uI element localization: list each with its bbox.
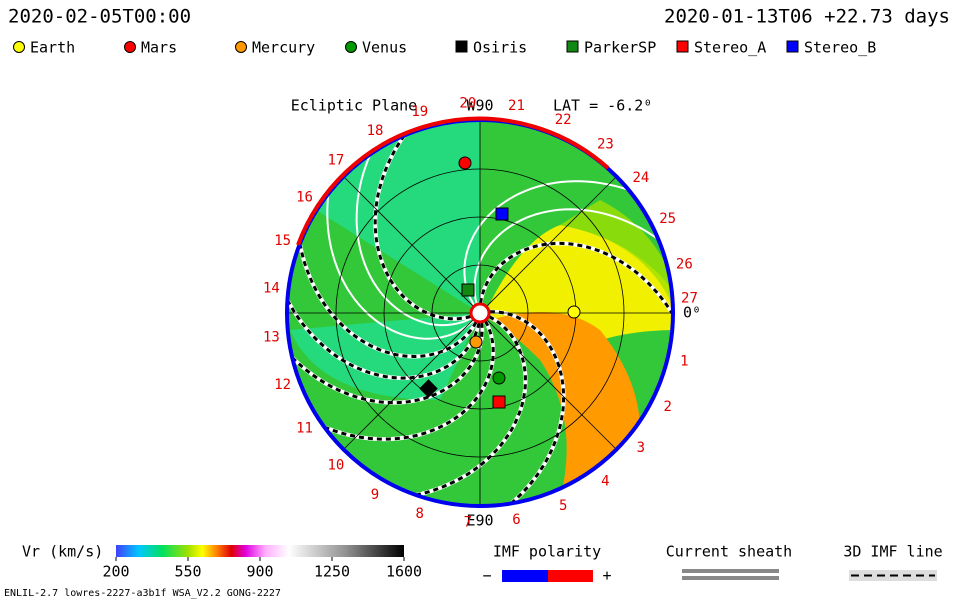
sector-label: 23 xyxy=(597,137,614,153)
sheath-line xyxy=(682,576,779,580)
sector-label: 7 xyxy=(464,515,472,531)
legend-label: Mars xyxy=(141,39,177,57)
sheath-title: Current sheath xyxy=(666,543,792,561)
colorbar-ticks: 200 550 900 1250 1600 xyxy=(102,557,422,581)
stereo-b xyxy=(495,207,509,221)
run-info: 2020-01-13T06 +22.73 days xyxy=(664,6,950,28)
imf-line xyxy=(479,241,673,324)
stereo-a xyxy=(492,395,506,409)
sector-label: 9 xyxy=(371,487,379,503)
top-label: W90 xyxy=(466,97,493,115)
sector-label: 16 xyxy=(296,190,313,206)
imf-line xyxy=(296,234,478,359)
colorbar-tick-label: 200 xyxy=(102,563,129,581)
mars xyxy=(458,156,472,170)
legend-marker xyxy=(676,40,689,53)
sector-label: 6 xyxy=(512,512,520,528)
footer: ENLIL-2.7 lowres-2227-a3b1f WSA_V2.2 GON… xyxy=(4,588,281,599)
legend-label: Osiris xyxy=(473,39,527,57)
colorbar-tick-label: 1250 xyxy=(314,563,350,581)
sector-label: 22 xyxy=(555,112,572,128)
legend-label: Stereo_B xyxy=(804,39,876,57)
legend-marker xyxy=(13,41,25,53)
sector-label: 25 xyxy=(659,211,676,227)
body-legend: Earth Mars Mercury Venus Osiris ParkerSP Stere… xyxy=(13,39,876,57)
sector-label: 13 xyxy=(263,329,280,345)
sector-label: 4 xyxy=(601,473,609,489)
legend-marker xyxy=(345,41,357,53)
legend-label: Earth xyxy=(30,39,75,57)
imf-line xyxy=(287,322,484,405)
sector-label: 3 xyxy=(637,440,645,456)
sector-label: 21 xyxy=(508,98,525,114)
model-time: 2020-02-05T00:00 xyxy=(8,6,191,28)
legend-marker xyxy=(455,40,468,53)
imf-line-title: 3D IMF line xyxy=(843,543,942,561)
current-sheath xyxy=(473,208,667,304)
venus xyxy=(492,371,506,385)
imf-line xyxy=(489,310,566,506)
legend-marker xyxy=(566,40,579,53)
sector-label: 27 xyxy=(681,290,698,306)
plot-title: Ecliptic Plane xyxy=(291,97,417,115)
legend-marker xyxy=(786,40,799,53)
sector-label: 15 xyxy=(274,233,291,249)
colorbar-label: Vr (km/s) xyxy=(22,543,103,561)
bottom-label: E90 xyxy=(466,512,493,530)
imf-line xyxy=(373,126,471,321)
colorbar xyxy=(116,545,404,557)
legend-label: Stereo_A xyxy=(694,39,766,57)
mercury xyxy=(469,335,483,349)
imf-line xyxy=(406,315,527,499)
sector-label: 18 xyxy=(367,123,384,139)
sector-label: 1 xyxy=(680,353,688,369)
osiris xyxy=(419,379,438,398)
legend-marker xyxy=(235,41,247,53)
sector-label: 20 xyxy=(459,95,476,111)
sector-label: 26 xyxy=(676,257,693,273)
zero-label: 0⁰ xyxy=(683,304,701,322)
sheath-line xyxy=(682,569,779,573)
current-sheath xyxy=(463,180,638,306)
polarity-minus: − xyxy=(482,567,491,585)
sector-label: 17 xyxy=(327,152,344,168)
latitude: LAT = -6.2⁰ xyxy=(553,97,652,115)
parkersp xyxy=(461,283,475,297)
polarity-positive xyxy=(548,570,593,582)
sector-label: 24 xyxy=(632,170,649,186)
polarity-title: IMF polarity xyxy=(493,543,601,561)
sector-label: 11 xyxy=(296,420,313,436)
sun xyxy=(469,302,491,324)
sector-label: 8 xyxy=(416,506,424,522)
rim-red xyxy=(296,116,610,246)
sector-label: 19 xyxy=(411,104,428,120)
current-sheath xyxy=(355,145,472,327)
sector-label: 5 xyxy=(559,498,567,514)
legend-label: ParkerSP xyxy=(584,39,656,57)
imf-line xyxy=(314,320,495,441)
sector-label: 12 xyxy=(274,377,291,393)
colorbar-tick-label: 900 xyxy=(246,563,273,581)
current-sheath xyxy=(326,184,475,340)
colorbar-tick-label: 550 xyxy=(174,563,201,581)
colorbar-tick-label: 1600 xyxy=(386,563,422,581)
legend-label: Venus xyxy=(362,39,407,57)
sector-label: 14 xyxy=(263,281,280,297)
earth xyxy=(567,305,581,319)
sector-label: 10 xyxy=(327,458,344,474)
legend-label: Mercury xyxy=(252,39,315,57)
legend-marker xyxy=(124,41,136,53)
polarity-plus: + xyxy=(602,567,611,585)
sector-label: 2 xyxy=(663,399,671,415)
imf-line xyxy=(287,290,481,380)
polarity-negative xyxy=(502,570,548,582)
